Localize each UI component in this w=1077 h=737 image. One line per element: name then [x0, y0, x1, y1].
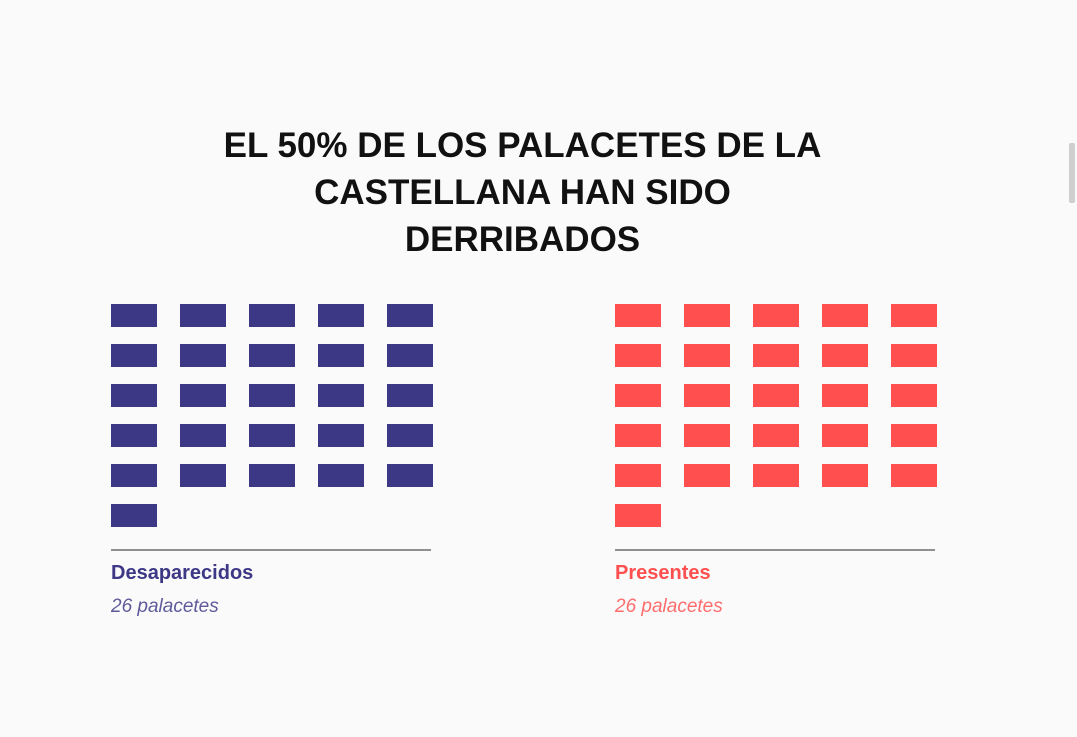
waffle-cell	[822, 424, 868, 447]
waffle-cell	[891, 424, 937, 447]
waffle-cell	[615, 504, 661, 527]
legend-label-desaparecidos: Desaparecidos	[111, 562, 254, 584]
waffle-cell	[753, 344, 799, 367]
waffle-cell	[822, 384, 868, 407]
waffle-cell	[891, 304, 937, 327]
waffle-cell	[684, 304, 730, 327]
waffle-cell	[180, 384, 226, 407]
chart-title: EL 50% DE LOS PALACETES DE LA CASTELLANA…	[223, 126, 822, 259]
waffle-cell	[615, 384, 661, 407]
waffle-cell	[249, 384, 295, 407]
waffle-cell	[822, 304, 868, 327]
waffle-cell	[318, 464, 364, 487]
waffle-cell	[249, 304, 295, 327]
waffle-cell	[387, 384, 433, 407]
waffle-cell	[111, 384, 157, 407]
waffle-cell	[180, 344, 226, 367]
waffle-cell	[891, 384, 937, 407]
waffle-cell	[318, 384, 364, 407]
waffle-cell	[249, 464, 295, 487]
waffle-cell	[111, 424, 157, 447]
waffle-cell	[249, 344, 295, 367]
divider-desaparecidos	[111, 549, 431, 551]
waffle-cell	[615, 304, 661, 327]
waffle-cell	[387, 344, 433, 367]
waffle-cell	[180, 304, 226, 327]
waffle-cell	[111, 504, 157, 527]
waffle-cell	[822, 464, 868, 487]
waffle-cell	[318, 304, 364, 327]
waffle-presentes	[615, 304, 937, 528]
waffle-cell	[753, 384, 799, 407]
count-presentes: 26 palacetes	[615, 596, 723, 617]
waffle-cell	[891, 344, 937, 367]
divider-presentes	[615, 549, 935, 551]
count-desaparecidos: 26 palacetes	[111, 596, 219, 617]
waffle-cell	[615, 464, 661, 487]
waffle-cell	[180, 424, 226, 447]
waffle-cell	[684, 344, 730, 367]
waffle-cell	[753, 424, 799, 447]
waffle-cell	[318, 424, 364, 447]
waffle-cell	[387, 424, 433, 447]
waffle-cell	[615, 424, 661, 447]
waffle-cell	[615, 344, 661, 367]
waffle-cell	[249, 424, 295, 447]
waffle-cell	[684, 464, 730, 487]
waffle-cell	[822, 344, 868, 367]
waffle-cell	[684, 424, 730, 447]
waffle-cell	[684, 384, 730, 407]
waffle-desaparecidos	[111, 304, 433, 528]
waffle-cell	[753, 464, 799, 487]
waffle-cell	[111, 344, 157, 367]
waffle-cell	[318, 344, 364, 367]
waffle-cell	[891, 464, 937, 487]
scrollbar-thumb[interactable]	[1069, 143, 1075, 203]
legend-label-presentes: Presentes	[615, 562, 711, 584]
waffle-cell	[111, 304, 157, 327]
waffle-cell	[180, 464, 226, 487]
waffle-cell	[111, 464, 157, 487]
waffle-cell	[753, 304, 799, 327]
waffle-cell	[387, 304, 433, 327]
waffle-cell	[387, 464, 433, 487]
